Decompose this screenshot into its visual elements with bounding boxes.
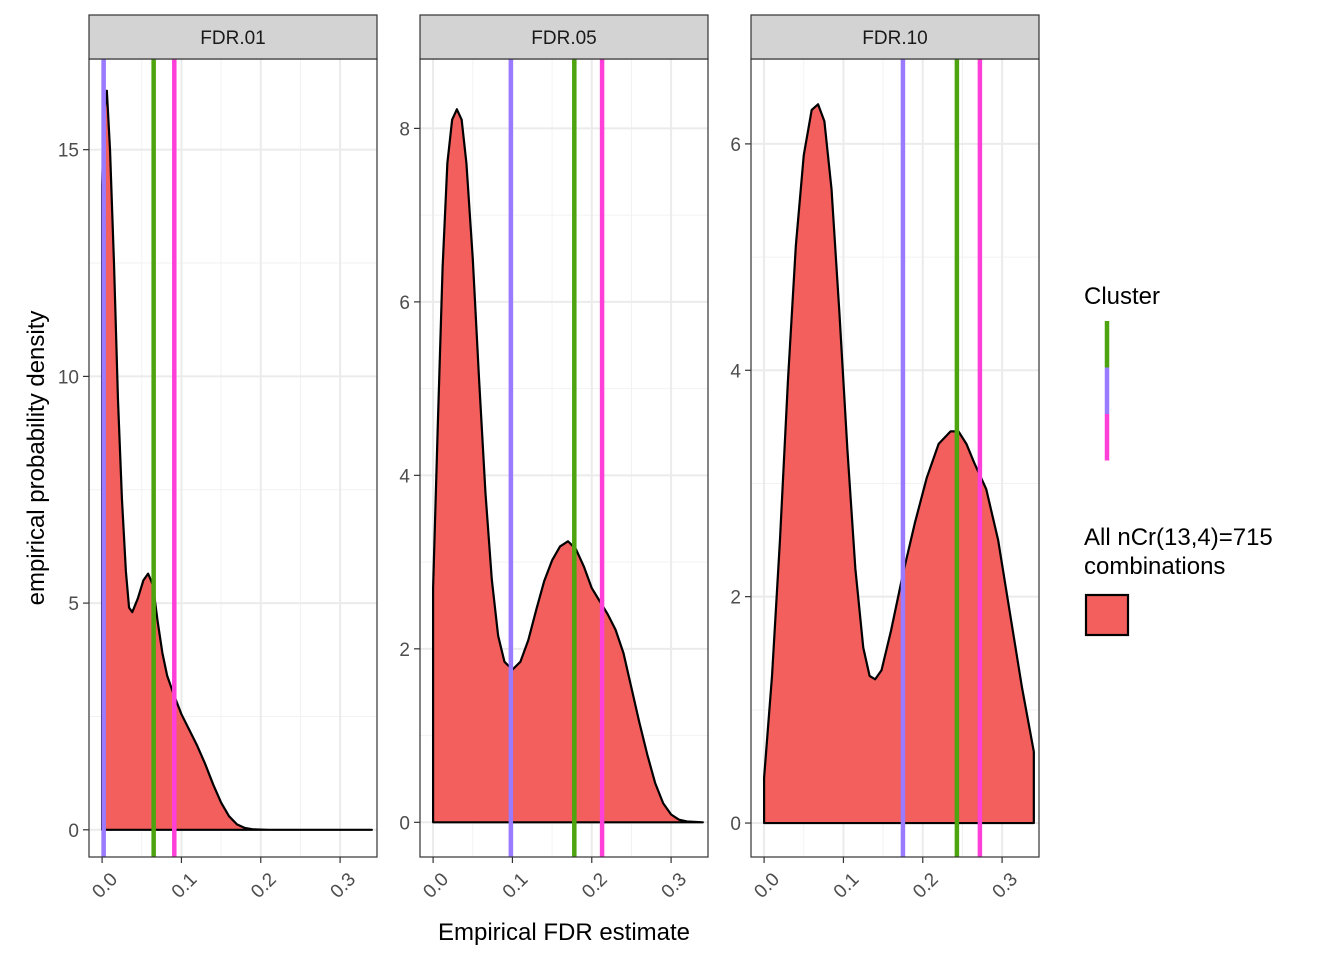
y-tick-label: 10 — [58, 367, 79, 388]
facet-strip — [88, 14, 378, 60]
y-tick-label: 0 — [399, 813, 410, 834]
y-tick-label: 4 — [730, 361, 741, 382]
density-area — [100, 89, 373, 831]
y-tick-label: 6 — [399, 293, 410, 314]
y-tick-label: 8 — [399, 119, 410, 140]
density-area — [762, 103, 1035, 825]
legend-cluster-title: Cluster — [1084, 283, 1160, 310]
x-tick-label: 0.0 — [88, 869, 122, 903]
facet-strip-label: FDR.10 — [862, 28, 927, 49]
facet-strip — [419, 14, 709, 60]
y-tick-label: 4 — [399, 466, 410, 487]
y-tick-label: 0 — [68, 821, 79, 842]
legend-combo-key — [1084, 593, 1130, 637]
x-tick-label: 0.2 — [909, 869, 943, 903]
x-tick-label: 0.0 — [419, 869, 453, 903]
y-axis-title: empirical probability density — [23, 311, 50, 606]
y-tick-label: 2 — [730, 588, 741, 609]
facet-strip-label: FDR.05 — [531, 28, 596, 49]
x-tick-label: 0.2 — [247, 869, 281, 903]
x-tick-label: 0.3 — [989, 869, 1023, 903]
y-tick-label: 15 — [58, 141, 79, 162]
x-tick-label: 0.1 — [830, 869, 864, 903]
y-tick-label: 0 — [730, 814, 741, 835]
facet-strip — [750, 14, 1040, 60]
legend-combo-title-line-2: combinations — [1084, 553, 1225, 580]
y-tick-label: 6 — [730, 135, 741, 156]
legend-combo-title-line-1: All nCr(13,4)=715 — [1084, 524, 1273, 551]
x-axis-title: Empirical FDR estimate — [438, 919, 690, 946]
facet-strip-label: FDR.01 — [200, 28, 265, 49]
x-tick-label: 0.3 — [327, 869, 361, 903]
x-tick-label: 0.1 — [168, 869, 202, 903]
x-tick-label: 0.2 — [578, 869, 612, 903]
density-area — [431, 108, 704, 824]
x-tick-label: 0.0 — [750, 869, 784, 903]
x-tick-label: 0.1 — [499, 869, 533, 903]
x-tick-label: 0.3 — [658, 869, 692, 903]
y-tick-label: 5 — [68, 594, 79, 615]
y-tick-label: 2 — [399, 640, 410, 661]
